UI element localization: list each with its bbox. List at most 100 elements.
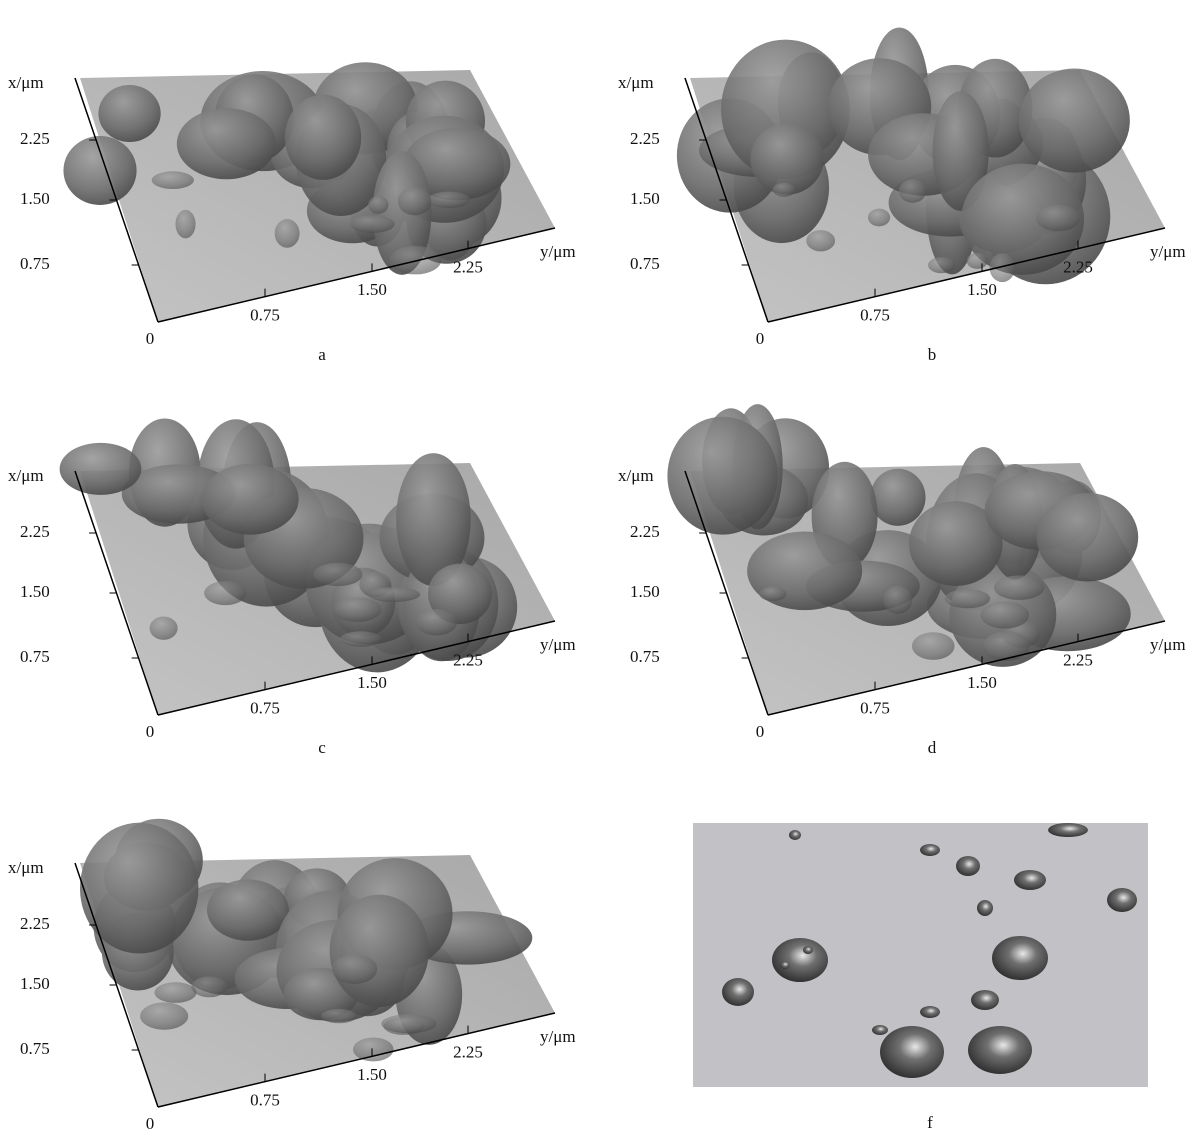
surface-feature: [98, 85, 160, 142]
droplet: [992, 936, 1048, 980]
droplet: [920, 1006, 940, 1018]
y-tick-label: 0.75: [860, 699, 890, 718]
y-tick-label: 1.50: [967, 673, 997, 692]
panel: 0x/μmy/μm0.751.502.250.751.502.25e: [8, 819, 576, 1133]
y-tick-label: 2.25: [453, 258, 483, 277]
surface-feature: [1037, 493, 1138, 581]
surface-bump: [416, 609, 457, 635]
surface-bump: [368, 196, 388, 214]
y-axis-label: y/μm: [540, 1027, 576, 1046]
droplet: [971, 990, 999, 1010]
droplet: [1107, 888, 1137, 912]
surface-bump: [773, 183, 796, 197]
x-axis-label: x/μm: [618, 466, 654, 485]
surface-bump: [982, 631, 1029, 661]
droplet: [920, 844, 940, 856]
surface-bump: [883, 586, 912, 614]
surface-feature: [177, 108, 276, 179]
surface-feature: [285, 95, 361, 180]
surface-bump: [967, 253, 988, 269]
droplet: [772, 938, 828, 982]
y-tick-label: 2.25: [1063, 258, 1093, 277]
x-tick-label: 0.75: [20, 1039, 50, 1058]
x-tick-label: 1.50: [20, 974, 50, 993]
surface-feature: [667, 417, 777, 535]
surface-bump: [994, 575, 1044, 600]
droplet: [1048, 823, 1088, 837]
surface-bump: [928, 257, 955, 273]
surface-bump: [321, 1009, 357, 1023]
panel-label: a: [318, 345, 326, 364]
surface-bump: [340, 631, 382, 647]
surface-bump: [204, 581, 246, 605]
droplet: [977, 900, 993, 916]
y-tick-label: 1.50: [357, 673, 387, 692]
x-axis-label: x/μm: [618, 73, 654, 92]
y-tick-label: 0.75: [250, 306, 280, 325]
surface-feature: [63, 136, 136, 205]
origin-label: 0: [146, 1114, 155, 1133]
surface-bump: [912, 632, 955, 660]
surface-feature: [60, 443, 142, 495]
x-tick-label: 0.75: [630, 647, 660, 666]
surface-feature: [330, 895, 429, 1007]
x-tick-label: 1.50: [20, 582, 50, 601]
x-tick-label: 0.75: [630, 254, 660, 273]
x-axis-label: x/μm: [8, 73, 44, 92]
surface-feature: [1019, 69, 1130, 173]
origin-label: 0: [146, 722, 155, 741]
droplet: [803, 946, 813, 954]
figure: 0 x/μm y/μm 0.75 1.50 2.25 0.75 1.50 2.25 a 0 x/μm y…: [0, 0, 1203, 1133]
surface-bump: [191, 976, 227, 997]
panel-label: b: [928, 345, 937, 364]
panel: 0 x/μm y/μm 0.75 1.50 2.25 0.75 1.50 2.25 a: [8, 62, 576, 364]
x-tick-label: 0.75: [20, 647, 50, 666]
surface-bump: [368, 587, 421, 602]
droplet: [872, 1025, 888, 1035]
x-tick-label: 1.50: [630, 189, 660, 208]
surface-bump: [154, 982, 196, 1003]
x-axis-label: x/μm: [8, 466, 44, 485]
x-tick-label: 2.25: [20, 522, 50, 541]
surface-feature: [80, 823, 198, 954]
droplet: [880, 1026, 944, 1078]
origin-label: 0: [756, 722, 765, 741]
panel-label: d: [928, 738, 937, 757]
panel-label: f: [927, 1113, 933, 1132]
panel-f: f: [693, 823, 1148, 1132]
surface-bump: [313, 563, 362, 586]
droplet: [956, 856, 980, 876]
x-tick-label: 1.50: [630, 582, 660, 601]
panel: 0x/μmy/μm0.751.502.250.751.502.25d: [618, 404, 1186, 757]
surface-bump: [152, 171, 194, 189]
x-tick-label: 0.75: [20, 254, 50, 273]
y-axis-label: y/μm: [1150, 242, 1186, 261]
droplet: [722, 978, 754, 1006]
surface-bump: [350, 215, 395, 233]
x-tick-label: 2.25: [20, 129, 50, 148]
surface-feature: [207, 879, 289, 940]
y-tick-label: 2.25: [453, 1043, 483, 1062]
surface-bump: [759, 587, 786, 601]
surface-bump: [398, 187, 431, 215]
x-tick-label: 1.50: [20, 189, 50, 208]
y-tick-label: 0.75: [250, 1091, 280, 1110]
origin-label: 0: [756, 329, 765, 348]
surface-bump: [980, 601, 1029, 628]
surface-bump: [150, 617, 178, 640]
y-axis-label: y/μm: [540, 242, 576, 261]
x-tick-label: 2.25: [630, 522, 660, 541]
x-tick-label: 2.25: [20, 914, 50, 933]
surface-bump: [381, 1014, 436, 1033]
y-tick-label: 1.50: [357, 280, 387, 299]
surface-bump: [990, 253, 1015, 282]
y-axis-label: y/μm: [1150, 635, 1186, 654]
droplet: [968, 1026, 1032, 1074]
y-tick-label: 1.50: [357, 1065, 387, 1084]
origin-label: 0: [146, 329, 155, 348]
panel: 0x/μmy/μm0.751.502.250.751.502.25b: [618, 27, 1186, 363]
droplet: [1014, 870, 1046, 890]
surface-feature: [202, 464, 299, 535]
surface-bump: [353, 1037, 394, 1061]
surface-bump: [899, 179, 927, 203]
